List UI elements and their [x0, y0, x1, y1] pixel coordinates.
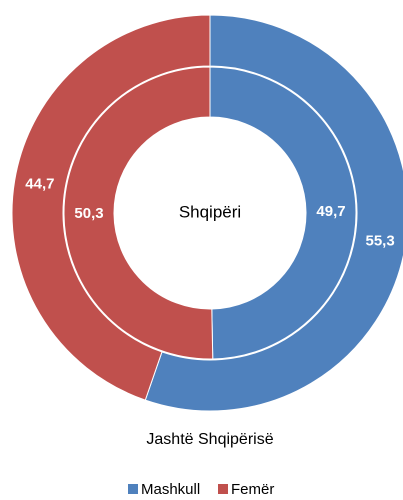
donut-segment — [209, 66, 357, 360]
data-label: 55,3 — [366, 233, 395, 250]
inner-ring-name: Shqipëri — [179, 202, 241, 221]
data-label: 44,7 — [25, 175, 54, 192]
legend-label: Femër — [231, 481, 274, 498]
legend-swatch — [128, 484, 138, 494]
donut-segment — [144, 14, 403, 412]
data-label: 49,7 — [316, 203, 345, 220]
legend-label: Mashkull — [141, 481, 200, 498]
data-label: 50,3 — [74, 205, 103, 222]
donut-segment — [63, 66, 214, 360]
legend-swatch — [218, 484, 228, 494]
donut-segment — [11, 14, 211, 401]
outer-ring-name: Jashtë Shqipërisë — [146, 431, 273, 448]
